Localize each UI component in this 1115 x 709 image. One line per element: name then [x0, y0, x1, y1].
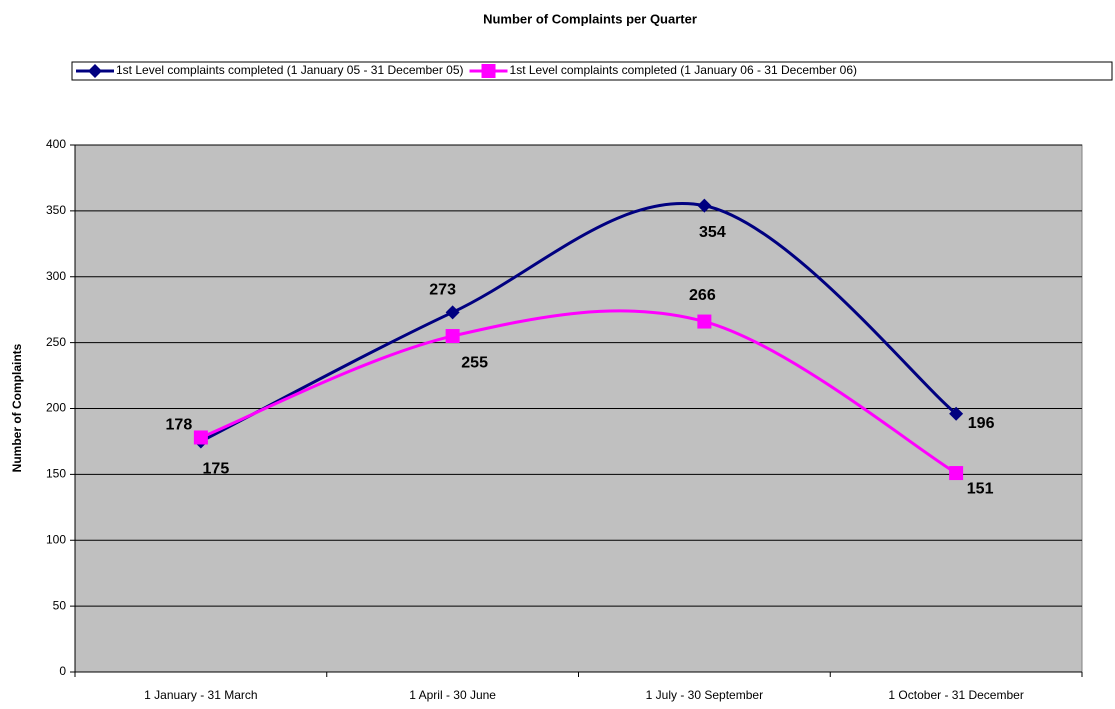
y-tick-label: 50 [53, 598, 67, 612]
y-tick-label: 0 [59, 664, 66, 678]
series-line [200, 202, 958, 443]
marker [697, 314, 712, 329]
marker [949, 466, 964, 481]
marker [445, 329, 460, 344]
series-line [200, 309, 957, 475]
x-tick-label: 1 October - 31 December [888, 688, 1023, 702]
marker [193, 430, 208, 445]
y-tick-label: 200 [46, 401, 66, 415]
y-tick-label: 400 [46, 137, 66, 151]
data-label: 273 [429, 282, 456, 299]
y-tick-label: 350 [46, 203, 66, 217]
y-tick-label: 250 [46, 335, 66, 349]
marker [445, 305, 460, 320]
x-tick-label: 1 January - 31 March [144, 688, 257, 702]
data-label: 354 [699, 224, 726, 241]
data-label: 266 [689, 287, 716, 304]
y-tick-label: 150 [46, 467, 66, 481]
x-tick-label: 1 April - 30 June [409, 688, 496, 702]
marker [88, 64, 102, 78]
data-label: 196 [968, 415, 995, 432]
data-label: 178 [166, 417, 193, 434]
y-tick-label: 300 [46, 269, 66, 283]
y-tick-label: 100 [46, 532, 66, 546]
x-tick-label: 1 July - 30 September [646, 688, 763, 702]
legend [71, 61, 1113, 81]
legend-label: 1st Level complaints completed (1 Januar… [510, 63, 858, 77]
marker [949, 406, 964, 421]
marker [481, 64, 496, 78]
data-label: 255 [461, 354, 488, 371]
marker [697, 198, 712, 213]
data-label: 175 [203, 461, 230, 478]
chart-title: Number of Complaints per Quarter [483, 11, 697, 26]
legend-label: 1st Level complaints completed (1 Januar… [116, 63, 464, 77]
data-label: 151 [967, 480, 994, 497]
y-axis-title: Number of Complaints [10, 343, 24, 472]
